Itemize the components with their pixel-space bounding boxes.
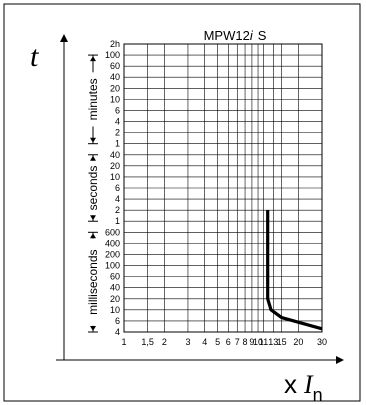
x-tick-label: 9 xyxy=(249,337,254,347)
unit-arrow-up xyxy=(90,155,96,161)
x-tick-label: 11 xyxy=(259,337,268,347)
y-tick-label: 4 xyxy=(115,327,120,337)
y-tick-label: 10 xyxy=(110,305,120,315)
y-tick-label: 4 xyxy=(115,194,120,204)
y-tick-labels: 2h10060402010642140201064216004002001006… xyxy=(105,39,120,337)
chart-title: MPW12i S xyxy=(204,28,267,43)
x-axis-arrow xyxy=(336,356,344,364)
grid xyxy=(123,44,323,333)
y-unit-groups: minutes seconds milliseconds xyxy=(85,54,101,333)
x-tick-label: 13 xyxy=(268,337,278,347)
y-tick-label: 100 xyxy=(105,50,120,60)
y-tick-label: 40 xyxy=(110,150,120,160)
y-tick-label: 60 xyxy=(110,272,120,282)
trip-curve xyxy=(266,210,323,331)
unit-label: seconds xyxy=(86,166,100,211)
y-tick-label: 20 xyxy=(110,161,120,171)
x-tick-label: 15 xyxy=(277,337,287,347)
x-axis-symbol: I xyxy=(303,370,314,399)
y-tick-label: 600 xyxy=(105,227,120,237)
y-axis-symbol: t xyxy=(30,40,39,73)
x-tick-label: 4 xyxy=(202,337,207,347)
y-tick-label: 400 xyxy=(105,238,120,248)
x-tick-label: 5 xyxy=(215,337,220,347)
y-tick-label: 20 xyxy=(110,294,120,304)
y-tick-label: 100 xyxy=(105,261,120,271)
unit-arrow-down xyxy=(90,215,96,221)
x-tick-label: 3 xyxy=(185,337,190,347)
y-tick-label: 2 xyxy=(115,128,120,138)
x-tick-label: 30 xyxy=(317,337,327,347)
x-axis-label: x In xyxy=(284,369,323,405)
unit-label-bg xyxy=(85,238,101,326)
unit-label: minutes xyxy=(86,78,100,120)
y-tick-label: 2 xyxy=(115,205,120,215)
y-tick-label: 1 xyxy=(115,139,120,149)
x-tick-label: 6 xyxy=(226,337,231,347)
series-line xyxy=(266,210,323,331)
y-tick-label: 20 xyxy=(110,83,120,93)
unit-arrow-down xyxy=(90,137,96,143)
y-tick-label: 10 xyxy=(110,172,120,182)
x-tick-label: 8 xyxy=(243,337,248,347)
y-tick-label: 6 xyxy=(115,183,120,193)
chart-title-suffix: S xyxy=(258,28,267,43)
frame xyxy=(3,3,361,402)
unit-label-bg xyxy=(85,160,101,216)
y-tick-label: 10 xyxy=(110,94,120,104)
unit-label-bg xyxy=(85,72,101,127)
unit-arrow-up xyxy=(90,56,96,62)
y-tick-label: 6 xyxy=(115,105,120,115)
chart-title-main: MPW12 xyxy=(204,28,250,43)
x-tick-label: 1 xyxy=(121,337,126,347)
y-tick-label: 2h xyxy=(110,39,120,49)
x-tick-label: 2 xyxy=(162,337,167,347)
y-tick-label: 60 xyxy=(110,61,120,71)
x-tick-label: 7 xyxy=(235,337,240,347)
x-tick-label: 1,5 xyxy=(141,337,154,347)
unit-arrow-up xyxy=(90,233,96,239)
unit-arrow-down xyxy=(90,326,96,331)
y-tick-label: 1 xyxy=(115,216,120,226)
chart-title-i: i xyxy=(250,28,254,43)
y-tick-label: 40 xyxy=(110,283,120,293)
y-tick-label: 6 xyxy=(115,316,120,326)
x-tick-label: 20 xyxy=(293,337,303,347)
y-axis-arrow xyxy=(60,34,68,42)
y-tick-label: 200 xyxy=(105,249,120,259)
x-tick-label: 10 xyxy=(253,337,263,347)
x-axis-subscript: n xyxy=(313,385,323,405)
y-tick-label: 40 xyxy=(110,72,120,82)
y-tick-label: 4 xyxy=(115,117,120,127)
x-axis-prefix: x xyxy=(284,369,297,399)
unit-label: milliseconds xyxy=(86,249,100,314)
